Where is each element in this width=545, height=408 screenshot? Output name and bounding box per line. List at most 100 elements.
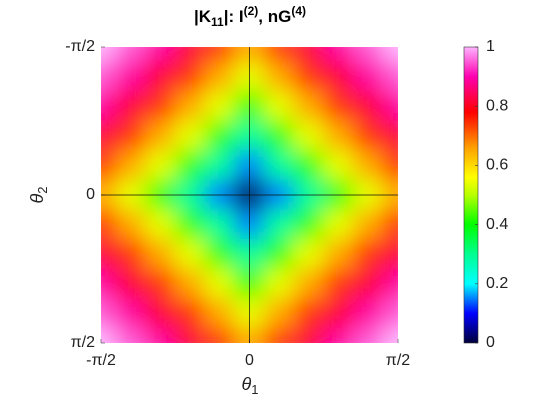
heat-cell bbox=[382, 61, 398, 92]
title-superscript: (2) bbox=[244, 4, 259, 18]
heat-cell bbox=[293, 47, 325, 63]
heat-cell bbox=[174, 47, 206, 63]
heat-cell bbox=[263, 238, 295, 270]
heat-cell bbox=[204, 238, 236, 270]
heat-cell bbox=[101, 120, 117, 152]
colorbar-tick-label: 0.6 bbox=[486, 157, 508, 174]
title-part: , nG bbox=[258, 7, 291, 26]
heat-cell bbox=[352, 61, 384, 92]
colorbar-tick-label: 0.2 bbox=[486, 275, 508, 292]
heat-cell bbox=[115, 298, 147, 329]
heatmap bbox=[101, 47, 398, 343]
heat-cell bbox=[293, 120, 325, 152]
heat-cell bbox=[382, 209, 398, 240]
heat-cell bbox=[115, 150, 147, 181]
heat-cell bbox=[323, 268, 354, 300]
heat-cell bbox=[204, 209, 236, 240]
x-label-symbol: θ bbox=[242, 374, 252, 394]
heat-cell bbox=[115, 327, 147, 343]
heat-cell bbox=[263, 298, 295, 329]
y-axis-label: θ2 bbox=[27, 187, 51, 204]
heat-cell bbox=[293, 150, 325, 181]
heat-cell bbox=[145, 268, 176, 300]
heat-cell bbox=[352, 47, 384, 63]
heat-cell bbox=[101, 209, 117, 240]
heat-cell bbox=[263, 268, 295, 300]
heat-cell bbox=[263, 61, 295, 92]
heat-cell bbox=[115, 61, 147, 92]
colorbar-tick-label: 0.4 bbox=[486, 216, 508, 233]
heat-cell bbox=[293, 90, 325, 122]
y-tick-label: 0 bbox=[86, 186, 95, 203]
heat-cell bbox=[352, 327, 384, 343]
heat-cell bbox=[263, 90, 295, 122]
heat-cell bbox=[101, 90, 117, 122]
heat-cell bbox=[352, 120, 384, 152]
heat-cell bbox=[352, 268, 384, 300]
heat-cell bbox=[263, 47, 295, 63]
heat-cell bbox=[323, 209, 354, 240]
title-part: |: I bbox=[224, 7, 244, 26]
heat-cell bbox=[145, 120, 176, 152]
heat-cell bbox=[204, 120, 236, 152]
heat-cell bbox=[382, 150, 398, 181]
heat-cell bbox=[174, 150, 206, 181]
heat-cell bbox=[174, 61, 206, 92]
heat-cell bbox=[174, 298, 206, 329]
heat-cell bbox=[293, 268, 325, 300]
heat-cell bbox=[382, 120, 398, 152]
heat-cell bbox=[263, 327, 295, 343]
heat-cell bbox=[115, 209, 147, 240]
y-tick-label: π/2 bbox=[71, 334, 95, 351]
heat-cell bbox=[204, 327, 236, 343]
heat-cell bbox=[382, 47, 398, 63]
heat-cell bbox=[174, 268, 206, 300]
heat-cell bbox=[145, 238, 176, 270]
colorbar-tick-label: 0.8 bbox=[486, 97, 508, 114]
x-axis-label: θ1 bbox=[242, 374, 259, 398]
heat-cell bbox=[352, 150, 384, 181]
heat-cell bbox=[323, 327, 354, 343]
heat-cell bbox=[293, 327, 325, 343]
x-tick-label: π/2 bbox=[386, 352, 410, 369]
heat-cell bbox=[204, 150, 236, 181]
colorbar bbox=[463, 46, 479, 344]
heat-cell bbox=[204, 47, 236, 63]
heat-cell bbox=[174, 209, 206, 240]
heat-cell bbox=[145, 61, 176, 92]
heat-cell bbox=[382, 268, 398, 300]
heat-cell bbox=[145, 209, 176, 240]
heat-cell bbox=[101, 268, 117, 300]
heat-cell bbox=[115, 90, 147, 122]
title-superscript: (4) bbox=[291, 4, 306, 18]
heat-cell bbox=[382, 90, 398, 122]
heat-cell bbox=[145, 298, 176, 329]
heat-cell bbox=[101, 298, 117, 329]
heat-cell bbox=[293, 238, 325, 270]
heat-cell bbox=[115, 47, 147, 63]
heat-cell bbox=[145, 327, 176, 343]
heat-cell bbox=[204, 268, 236, 300]
heat-cell bbox=[204, 90, 236, 122]
heat-cell bbox=[323, 90, 354, 122]
title-part: |K bbox=[194, 7, 212, 26]
heat-cell bbox=[352, 298, 384, 329]
heat-cell bbox=[263, 150, 295, 181]
heat-cell bbox=[323, 298, 354, 329]
heat-cell bbox=[115, 120, 147, 152]
heat-cell bbox=[101, 61, 117, 92]
heat-cell bbox=[323, 150, 354, 181]
heat-cell bbox=[382, 298, 398, 329]
colorbar-tick-label: 1 bbox=[486, 38, 495, 55]
heat-cell bbox=[204, 298, 236, 329]
overlay: -π/2 0 π/2-π/20π/2 bbox=[65, 38, 410, 369]
heat-cell bbox=[382, 238, 398, 270]
heat-cell bbox=[263, 209, 295, 240]
y-label-subscript: 2 bbox=[35, 187, 50, 194]
heat-cell bbox=[101, 327, 117, 343]
heat-cell bbox=[145, 90, 176, 122]
heat-cell bbox=[382, 327, 398, 343]
title-subscript: 11 bbox=[211, 15, 224, 29]
y-label-symbol: θ bbox=[27, 194, 47, 204]
